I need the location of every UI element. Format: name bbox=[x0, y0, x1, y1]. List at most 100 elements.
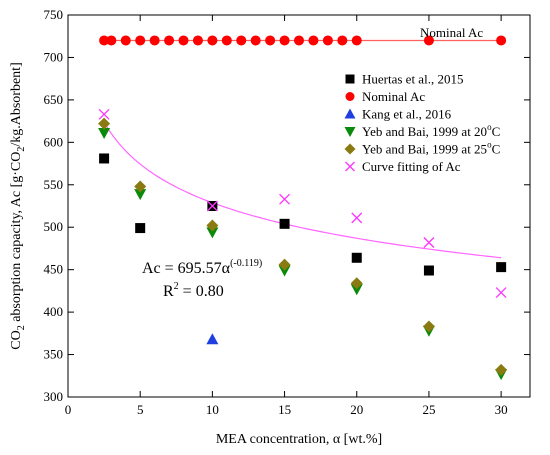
y-axis-title: CO2 absorption capacity, Ac [g·CO2/kg.Ab… bbox=[9, 62, 27, 350]
x-tick-label: 5 bbox=[137, 402, 144, 417]
legend-marker bbox=[345, 74, 355, 84]
x-tick-label: 10 bbox=[206, 402, 219, 417]
data-point-series-0 bbox=[423, 265, 434, 276]
legend: Huertas et al., 2015 Nominal Ac Kang et al… bbox=[344, 72, 500, 174]
data-point-series-1 bbox=[106, 35, 117, 46]
legend-label-part: C bbox=[492, 124, 501, 139]
data-point-series-1 bbox=[337, 35, 348, 46]
legend-marker bbox=[345, 161, 355, 172]
data-point-series-1 bbox=[207, 35, 218, 46]
x-axis-title: MEA concentration, α [wt.%] bbox=[216, 432, 382, 447]
legend-marker bbox=[344, 108, 356, 119]
y-axis-title-sub: 2 bbox=[16, 147, 27, 152]
data-point-series-1 bbox=[250, 35, 261, 46]
x-tick-label: 25 bbox=[422, 402, 435, 417]
data-point-series-0 bbox=[135, 223, 146, 234]
plot-frame bbox=[67, 14, 531, 398]
data-point-series-3 bbox=[134, 189, 147, 201]
r-squared-sup: 2 bbox=[174, 281, 179, 292]
data-point-series-4 bbox=[350, 277, 363, 290]
data-point-series-4 bbox=[278, 258, 291, 271]
r-squared-r: R bbox=[163, 283, 174, 300]
y-axis-title-part: absorption capacity, Ac [g·CO bbox=[9, 152, 24, 326]
y-axis-title-part: CO bbox=[9, 330, 24, 349]
data-point-series-1 bbox=[279, 35, 290, 46]
legend-label: Yeb and Bai, 1999 at 25oC bbox=[362, 140, 500, 157]
data-point-series-1 bbox=[120, 35, 131, 46]
y-tick-label: 600 bbox=[44, 134, 64, 149]
y-tick-label: 750 bbox=[44, 7, 64, 22]
legend-label-sup: o bbox=[487, 122, 492, 132]
equation-label: Ac = 695.57α(-0.119) bbox=[142, 258, 262, 277]
data-point-series-0 bbox=[99, 153, 110, 164]
data-point-series-0 bbox=[279, 218, 290, 229]
r-squared-value: = 0.80 bbox=[179, 283, 224, 300]
data-point-series-4 bbox=[422, 320, 435, 333]
data-point-series-1 bbox=[236, 35, 247, 46]
data-point-series-1 bbox=[423, 35, 434, 46]
data-point-series-1 bbox=[192, 35, 203, 46]
y-tick-label: 300 bbox=[44, 389, 64, 404]
data-point-series-5 bbox=[495, 287, 507, 299]
data-point-series-4 bbox=[495, 363, 508, 376]
y-tick-label: 500 bbox=[44, 219, 64, 234]
legend-marker bbox=[345, 92, 355, 101]
legend-label-part: C bbox=[492, 142, 501, 157]
data-point-series-1 bbox=[265, 35, 276, 46]
y-axis-title-part: /kg.Absorbent] bbox=[9, 62, 24, 146]
y-tick-label: 550 bbox=[44, 177, 64, 192]
data-point-series-0 bbox=[351, 252, 362, 263]
data-point-series-5 bbox=[279, 193, 291, 205]
data-point-series-5 bbox=[206, 200, 218, 212]
data-point-series-1 bbox=[135, 35, 146, 46]
data-point-series-5 bbox=[423, 237, 435, 248]
data-point-series-4 bbox=[98, 117, 111, 130]
r-squared-label: R2 = 0.80 bbox=[163, 281, 224, 300]
y-tick-label: 450 bbox=[44, 262, 64, 277]
equation-exponent: (-0.119) bbox=[230, 258, 262, 269]
plot-area bbox=[67, 14, 531, 398]
legend-marker bbox=[344, 143, 356, 155]
x-tick-label: 15 bbox=[278, 402, 291, 417]
data-marks bbox=[98, 35, 508, 381]
y-tick-label: 650 bbox=[44, 92, 64, 107]
data-point-series-1 bbox=[496, 35, 507, 46]
x-tick-label: 20 bbox=[350, 402, 363, 417]
x-tick-label: 0 bbox=[65, 402, 72, 417]
data-point-series-1 bbox=[221, 35, 232, 46]
legend-label: Yeb and Bai, 1999 at 20oC bbox=[362, 122, 500, 139]
data-point-series-3 bbox=[278, 265, 291, 277]
legend-label: Kang et al., 2016 bbox=[362, 107, 452, 122]
data-point-series-4 bbox=[206, 219, 219, 232]
y-axis-title-sub: 2 bbox=[16, 325, 27, 330]
fit-curve-layer bbox=[103, 121, 502, 259]
nominal-ac-label: Nominal Ac bbox=[420, 25, 483, 40]
y-tick-label: 700 bbox=[44, 49, 64, 64]
data-point-series-1 bbox=[308, 35, 319, 46]
legend-label-sup: o bbox=[487, 140, 492, 150]
legend-label-part: Yeb and Bai, 1999 at 25 bbox=[362, 142, 487, 157]
data-point-series-1 bbox=[178, 35, 189, 46]
x-tick-label: 30 bbox=[495, 402, 508, 417]
legend-label: Huertas et al., 2015 bbox=[362, 72, 463, 87]
data-point-series-1 bbox=[351, 35, 362, 46]
data-point-series-4 bbox=[134, 180, 147, 193]
fit-curve bbox=[103, 121, 502, 259]
equation-base: Ac = 695.57α bbox=[142, 260, 231, 277]
y-tick-label: 400 bbox=[44, 304, 64, 319]
data-point-series-1 bbox=[294, 35, 304, 46]
data-point-series-1 bbox=[164, 35, 175, 46]
data-point-series-1 bbox=[149, 35, 160, 46]
data-point-series-1 bbox=[322, 35, 333, 46]
y-axis: 300 350 400 450 500 550 600 650 700 750 bbox=[44, 7, 530, 404]
legend-label: Nominal Ac bbox=[362, 89, 425, 104]
data-point-series-0 bbox=[496, 262, 507, 273]
data-point-series-1 bbox=[99, 35, 110, 46]
x-axis: 0 5 10 15 20 25 30 bbox=[65, 15, 508, 417]
legend-label: Curve fitting of Ac bbox=[362, 159, 461, 174]
data-point-series-2 bbox=[206, 333, 219, 345]
legend-label-part: Yeb and Bai, 1999 at 20 bbox=[362, 124, 487, 139]
data-point-series-5 bbox=[351, 212, 363, 224]
y-tick-label: 350 bbox=[44, 347, 64, 362]
